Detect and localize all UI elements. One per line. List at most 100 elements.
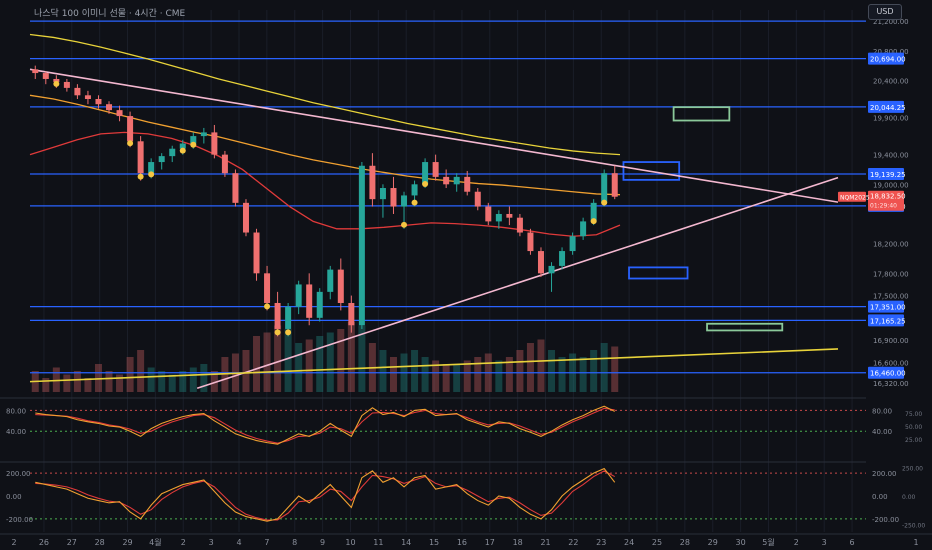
osc-d-line — [35, 407, 615, 444]
volume-bar — [105, 371, 113, 392]
time-tick: 11 — [373, 538, 383, 547]
signal-marker — [411, 199, 418, 206]
candle-body — [190, 136, 197, 144]
candle-body — [316, 291, 323, 318]
candle-body — [106, 104, 113, 111]
time-tick: 28 — [95, 538, 105, 547]
signal-marker — [127, 140, 134, 147]
osc-k-line — [35, 467, 616, 522]
time-tick: 10 — [345, 538, 355, 547]
time-tick: 5월 — [762, 537, 774, 547]
price-tick: 17,500.00 — [873, 293, 909, 301]
volume-bar — [379, 350, 387, 392]
candle-body — [580, 221, 587, 237]
candle-body — [53, 78, 60, 82]
candle-body — [179, 143, 186, 149]
price-tick: 20,800.00 — [873, 48, 909, 56]
symbol-text: NQM2025 — [840, 195, 870, 202]
candle-body — [516, 217, 523, 233]
candle-body — [253, 232, 260, 274]
time-tick: 16 — [457, 538, 467, 547]
time-tick: 28 — [680, 538, 690, 547]
price-tick: 20,400.00 — [873, 77, 909, 85]
candle-body — [84, 95, 91, 100]
signal-marker — [401, 221, 408, 228]
volume-bar — [474, 357, 482, 392]
candlesticks — [32, 65, 618, 337]
time-axis-bg — [0, 534, 932, 550]
countdown-text: 01:29:40 — [870, 203, 897, 210]
osc1-right-tick: 75.00 — [905, 411, 922, 418]
zone-box-green — [706, 322, 784, 332]
trendline-pink — [196, 176, 839, 390]
grid — [43, 10, 853, 532]
candle-body — [42, 73, 49, 79]
volume-bar — [158, 371, 166, 392]
price-tick: 16,900.00 — [873, 337, 909, 345]
signal-marker — [274, 329, 281, 336]
osc2-mid-tick: 0.00 — [872, 493, 888, 501]
price-tick: 21,200.00 — [873, 18, 909, 26]
volume-bar — [263, 332, 271, 392]
candle-body — [337, 269, 344, 303]
price-tick: 17,800.00 — [873, 270, 909, 278]
signal-marker — [264, 303, 271, 310]
osc1-left-tick: 80.00 — [6, 407, 26, 415]
osc2-mid-tick: -200.00 — [872, 516, 899, 524]
candle-body — [200, 132, 207, 137]
volume-bar — [126, 357, 134, 392]
trendlines — [29, 68, 839, 390]
candle-body — [485, 206, 492, 222]
volume-bar — [579, 357, 587, 392]
volume-bar — [337, 329, 345, 392]
osc1-right-tick: 50.00 — [905, 424, 922, 431]
volume-bar — [326, 332, 334, 392]
volume-bar — [305, 339, 313, 392]
candle-body — [379, 188, 386, 200]
volume-bar — [253, 336, 261, 392]
level-tag-text: 20,044.25 — [870, 104, 906, 112]
candle-body — [432, 162, 439, 177]
volume-bar — [274, 325, 282, 392]
candle-body — [390, 188, 397, 207]
candle-body — [116, 110, 123, 117]
candle-body — [527, 232, 534, 252]
level-tag-text: 20,694.00 — [870, 56, 906, 64]
time-tick: 4 — [236, 538, 241, 547]
currency-button[interactable]: USD — [868, 4, 902, 20]
volume-bar — [558, 357, 566, 392]
candle-body — [369, 165, 376, 200]
price-tick: 19,000.00 — [873, 181, 909, 189]
signal-marker — [601, 199, 608, 206]
osc2-right-tick: -250.00 — [902, 523, 925, 530]
volume-bar — [590, 350, 598, 392]
osc2-mid-tick: 200.00 — [872, 470, 897, 478]
candle-body — [495, 213, 502, 222]
osc1-right-tick: 25.00 — [905, 437, 922, 444]
time-tick: 24 — [624, 538, 634, 547]
candle-body — [306, 284, 313, 318]
candle-body — [358, 165, 365, 326]
volume-bar — [453, 364, 461, 392]
osc1-left-tick: 40.00 — [6, 428, 26, 436]
volume-bar — [432, 360, 440, 392]
volume-bar — [411, 350, 419, 392]
volume-bar — [116, 374, 124, 392]
candle-body — [32, 69, 39, 74]
level-tag — [868, 300, 904, 313]
zone-box-blue — [622, 161, 681, 181]
time-tick: 9 — [320, 538, 325, 547]
time-tick: 29 — [708, 538, 718, 547]
volume-bar — [611, 346, 619, 392]
candle-body — [232, 173, 239, 203]
candle-body — [537, 251, 544, 274]
time-tick: 4월 — [149, 537, 161, 547]
osc-k-line — [35, 405, 615, 445]
signal-marker — [148, 171, 155, 178]
time-tick-edge: 2 — [11, 538, 16, 547]
level-tag — [868, 52, 904, 65]
time-tick: 2 — [794, 538, 799, 547]
volume-bars — [31, 322, 619, 392]
